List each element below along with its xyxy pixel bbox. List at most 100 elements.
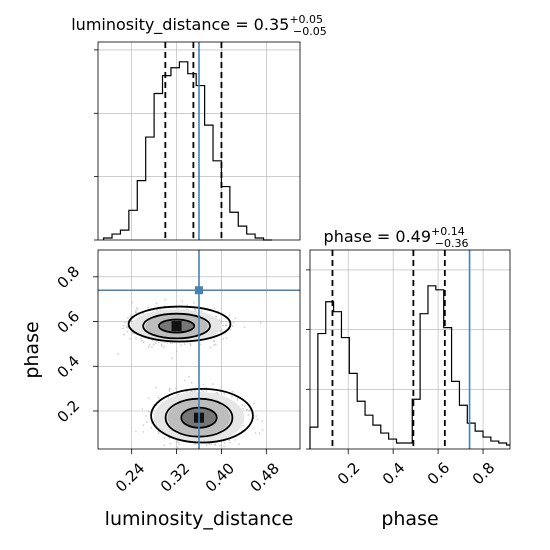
sample-point (168, 387, 171, 390)
sample-point (157, 430, 160, 433)
histogram-steps (309, 285, 510, 449)
sample-point (254, 432, 257, 434)
sample-point (170, 357, 173, 360)
sample-point (205, 389, 208, 392)
sample-point (150, 426, 153, 429)
sample-point (142, 341, 145, 344)
sample-point (151, 346, 153, 348)
sample-point (148, 344, 151, 346)
sample-point (199, 343, 202, 346)
sample-point (123, 333, 125, 336)
sample-point (175, 387, 177, 390)
joint-posterior-panel: 0.24 0.32 0.40 0.48 0.2 0.4 0.6 0.8 (54, 249, 301, 496)
sample-point (238, 443, 240, 446)
sample-point (175, 440, 178, 443)
sample-point (258, 432, 261, 435)
x-tick-label: 0.32 (157, 459, 193, 495)
sample-point (243, 326, 246, 329)
sample-point (223, 392, 226, 395)
sample-point (249, 409, 252, 411)
sample-point (202, 390, 205, 393)
sample-point (129, 315, 132, 318)
sample-point (242, 424, 245, 427)
histogram-steps (103, 61, 272, 241)
sample-point (222, 337, 225, 340)
sample-point (212, 383, 214, 385)
sample-point (194, 443, 197, 446)
sample-point (117, 353, 119, 355)
sample-point (222, 324, 224, 327)
sample-point (202, 383, 205, 386)
sample-point (129, 338, 131, 340)
sample-point (236, 399, 239, 401)
y-tick-label: 0.4 (54, 352, 84, 382)
sample-point (243, 405, 246, 408)
sample-point (131, 301, 133, 304)
sample-point (175, 350, 178, 353)
y-tick-label: 0.6 (54, 307, 84, 337)
sample-point (140, 340, 143, 342)
sample-point (156, 309, 159, 311)
sample-point (185, 390, 188, 393)
sample-point (228, 314, 231, 317)
sample-point (127, 317, 129, 319)
x-axis-label-phase: phase (381, 508, 438, 530)
sample-point (213, 344, 216, 346)
sample-point (218, 444, 221, 447)
sample-point (229, 329, 232, 331)
sample-point (225, 337, 228, 339)
sample-point (246, 409, 248, 411)
sample-point (184, 379, 186, 382)
sample-point (157, 397, 160, 399)
contour-line (150, 387, 254, 444)
sample-point (200, 310, 203, 313)
density-peak (171, 321, 182, 332)
sample-point (213, 307, 216, 310)
sample-point (142, 424, 145, 427)
sample-point (135, 337, 137, 339)
sample-point (147, 306, 150, 309)
contour-line (157, 318, 196, 334)
axis-ticks (94, 49, 98, 241)
x-tick-label: 0.24 (112, 459, 148, 495)
sample-point (228, 439, 231, 442)
sample-point (209, 346, 212, 349)
sample-point (215, 392, 218, 394)
sample-point (188, 375, 191, 378)
sample-point (183, 343, 186, 345)
sample-point (177, 442, 180, 444)
sample-point (147, 410, 150, 413)
sample-point (247, 414, 250, 416)
x-tick-label: 0.48 (247, 459, 283, 495)
sample-point (157, 341, 160, 344)
sample-point (214, 343, 217, 346)
sample-point (135, 311, 137, 314)
sample-point (180, 344, 182, 346)
sample-point (232, 321, 235, 324)
x-tick-label: 0.2 (334, 459, 364, 489)
sample-point (253, 402, 255, 405)
sample-point (135, 307, 138, 309)
sample-point (256, 418, 259, 421)
sample-point (221, 330, 224, 332)
truth-crosshair (98, 250, 300, 449)
histogram-line (103, 61, 272, 241)
x-tick-label: 0.4 (379, 459, 409, 489)
sample-point (214, 444, 216, 446)
sample-point (229, 441, 232, 444)
sample-point (205, 444, 208, 447)
sample-point (144, 415, 147, 417)
sample-point (189, 342, 192, 345)
sample-point (160, 344, 163, 347)
sample-point (147, 346, 150, 348)
phase-title: phase = 0.49+0.14 −0.36 (324, 225, 469, 250)
panel-frame (97, 249, 301, 450)
contour-line (142, 312, 211, 340)
sample-point (160, 343, 163, 345)
sample-point (155, 302, 158, 305)
contour-line (127, 305, 232, 343)
axis-ticks: 0.24 0.32 0.40 0.48 0.2 0.4 0.6 0.8 (54, 262, 283, 495)
sample-point (234, 439, 237, 441)
sample-point (255, 415, 258, 417)
sample-point (261, 420, 263, 423)
